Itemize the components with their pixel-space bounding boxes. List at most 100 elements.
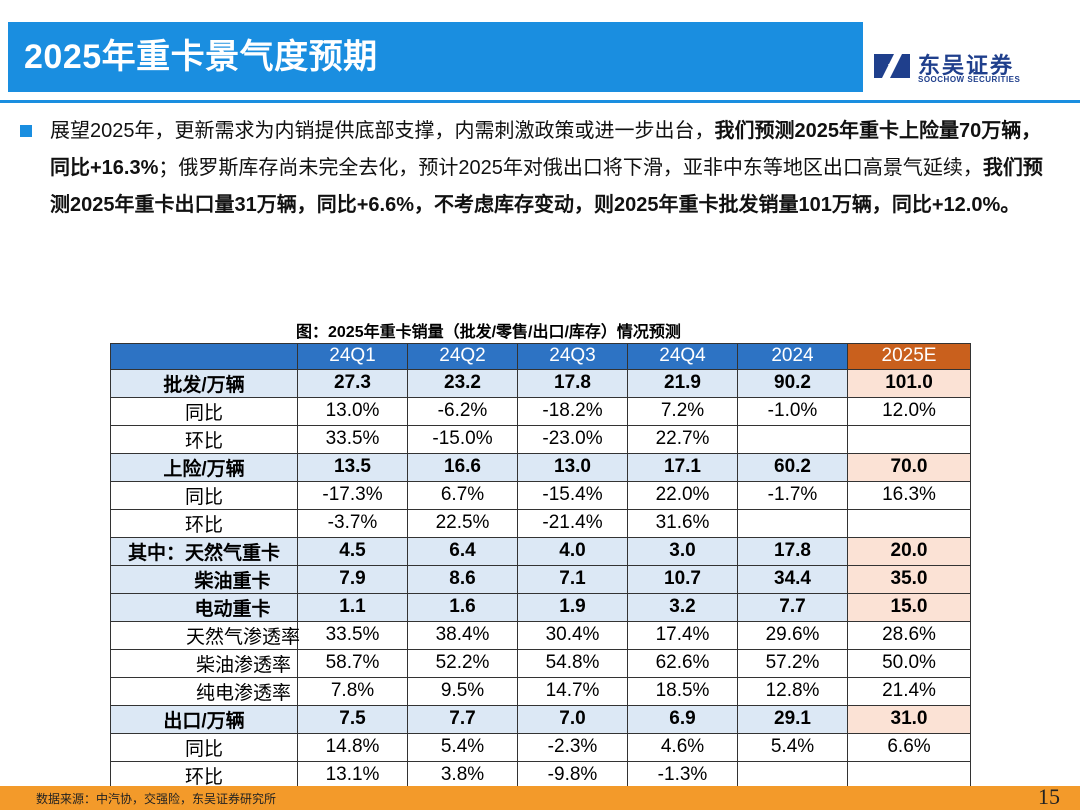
column-header: 24Q3 (517, 343, 628, 370)
table-cell: 38.4% (407, 620, 518, 650)
table-row: 同比 -17.3% 6.7% -15.4% 22.0% -1.7% 16.3% (110, 480, 971, 510)
table-row: 其中：天然气重卡 4.5 6.4 4.0 3.0 17.8 20.0 (110, 536, 971, 566)
table-cell: 6.4 (407, 536, 518, 566)
header-corner-cell (110, 343, 298, 370)
table-cell: 33.5% (297, 620, 408, 650)
table-cell: 18.5% (627, 676, 738, 706)
table-cell: 34.4 (737, 564, 848, 594)
table-header-row: 24Q1 24Q2 24Q3 24Q4 2024 2025E (110, 343, 971, 370)
column-header: 24Q2 (407, 343, 518, 370)
data-source-note: 数据来源：中汽协，交强险，东吴证券研究所 (36, 792, 277, 806)
table-cell: 1.9 (517, 592, 628, 622)
table-row: 电动重卡 1.1 1.6 1.9 3.2 7.7 15.0 (110, 592, 971, 622)
table-cell: 13.5 (297, 452, 408, 482)
table-cell: 54.8% (517, 648, 628, 678)
table-cell: 3.0 (627, 536, 738, 566)
forecast-cell: 21.4% (847, 676, 971, 706)
row-label: 柴油重卡 (110, 564, 298, 594)
row-label: 柴油渗透率 (110, 648, 298, 678)
forecast-cell: 12.0% (847, 396, 971, 426)
row-label: 环比 (110, 508, 298, 538)
forecast-cell: 35.0 (847, 564, 971, 594)
table-cell: 29.1 (737, 704, 848, 734)
table-cell: -18.2% (517, 396, 628, 426)
table-cell: 1.1 (297, 592, 408, 622)
summary-bold-text: 我们预测2025年重卡出口量31万辆，同比+6.6%，不考虑库存变动，则2025… (50, 157, 1043, 216)
forecast-cell: 16.3% (847, 480, 971, 510)
sales-forecast-table: 24Q1 24Q2 24Q3 24Q4 2024 2025E 批发/万辆 27.3… (110, 343, 971, 810)
table-cell: 7.7 (407, 704, 518, 734)
table-cell: 7.7 (737, 592, 848, 622)
table-cell: 90.2 (737, 368, 848, 398)
table-caption: 图：2025年重卡销量（批发/零售/出口/库存）情况预测 (296, 324, 681, 341)
soochow-logo-icon (874, 54, 910, 78)
table-row: 上险/万辆 13.5 16.6 13.0 17.1 60.2 70.0 (110, 452, 971, 482)
column-header: 24Q4 (627, 343, 738, 370)
table-cell: 5.4% (737, 732, 848, 762)
table-row: 纯电渗透率 7.8% 9.5% 14.7% 18.5% 12.8% 21.4% (110, 676, 971, 706)
footer-bar (0, 786, 1080, 810)
table-cell: 8.6 (407, 564, 518, 594)
table-cell: 7.0 (517, 704, 628, 734)
table-cell: 17.8 (737, 536, 848, 566)
table-row: 柴油渗透率 58.7% 52.2% 54.8% 62.6% 57.2% 50.0% (110, 648, 971, 678)
row-label: 天然气渗透率 (110, 620, 300, 650)
table-row: 环比 33.5% -15.0% -23.0% 22.7% (110, 424, 971, 454)
table-cell: -1.3% (627, 760, 738, 790)
table-cell (737, 508, 848, 538)
table-cell: -23.0% (517, 424, 628, 454)
table-cell: -17.3% (297, 480, 408, 510)
forecast-cell (847, 424, 971, 454)
table-cell: 6.9 (627, 704, 738, 734)
forecast-cell: 70.0 (847, 452, 971, 482)
table-cell: 3.2 (627, 592, 738, 622)
forecast-cell (847, 760, 971, 790)
table-cell: 29.6% (737, 620, 848, 650)
soochow-logo: 东吴证券 SOOCHOW SECURITIES (872, 48, 1032, 88)
row-label: 环比 (110, 424, 298, 454)
table-cell: 4.0 (517, 536, 628, 566)
row-label: 批发/万辆 (110, 368, 298, 398)
forecast-cell: 31.0 (847, 704, 971, 734)
table-cell: 14.7% (517, 676, 628, 706)
table-cell: 4.5 (297, 536, 408, 566)
table-cell: 7.1 (517, 564, 628, 594)
row-label: 出口/万辆 (110, 704, 298, 734)
table-cell: 16.6 (407, 452, 518, 482)
forecast-cell: 20.0 (847, 536, 971, 566)
table-cell: 12.8% (737, 676, 848, 706)
table-cell: 33.5% (297, 424, 408, 454)
row-label: 同比 (110, 480, 298, 510)
table-cell: 17.8 (517, 368, 628, 398)
page-title: 2025年重卡景气度预期 (8, 22, 863, 92)
table-row: 环比 13.1% 3.8% -9.8% -1.3% (110, 760, 971, 790)
table-row: 柴油重卡 7.9 8.6 7.1 10.7 34.4 35.0 (110, 564, 971, 594)
table-cell: -1.0% (737, 396, 848, 426)
table-cell: 13.0 (517, 452, 628, 482)
row-label: 纯电渗透率 (110, 676, 298, 706)
forecast-cell: 15.0 (847, 592, 971, 622)
table-cell: 30.4% (517, 620, 628, 650)
forecast-cell (847, 508, 971, 538)
table-row: 天然气渗透率 33.5% 38.4% 30.4% 17.4% 29.6% 28.6% (110, 620, 971, 650)
row-label: 环比 (110, 760, 298, 790)
table-cell: 10.7 (627, 564, 738, 594)
table-cell: 1.6 (407, 592, 518, 622)
column-header-forecast: 2025E (847, 343, 971, 370)
summary-text: 展望2025年，更新需求为内销提供底部支撑，内需刺激政策或进一步出台， (50, 120, 715, 142)
table-cell (737, 424, 848, 454)
logo-en-text: SOOCHOW SECURITIES (918, 75, 1021, 84)
table-cell: 22.5% (407, 508, 518, 538)
forecast-cell: 28.6% (847, 620, 971, 650)
table-row: 环比 -3.7% 22.5% -21.4% 31.6% (110, 508, 971, 538)
table-cell: 17.1 (627, 452, 738, 482)
table-row: 出口/万辆 7.5 7.7 7.0 6.9 29.1 31.0 (110, 704, 971, 734)
table-cell: 7.5 (297, 704, 408, 734)
table-cell: 6.7% (407, 480, 518, 510)
table-cell: -2.3% (517, 732, 628, 762)
table-cell: 52.2% (407, 648, 518, 678)
table-cell: 17.4% (627, 620, 738, 650)
table-cell: 5.4% (407, 732, 518, 762)
table-cell: 22.0% (627, 480, 738, 510)
row-label: 电动重卡 (110, 592, 298, 622)
